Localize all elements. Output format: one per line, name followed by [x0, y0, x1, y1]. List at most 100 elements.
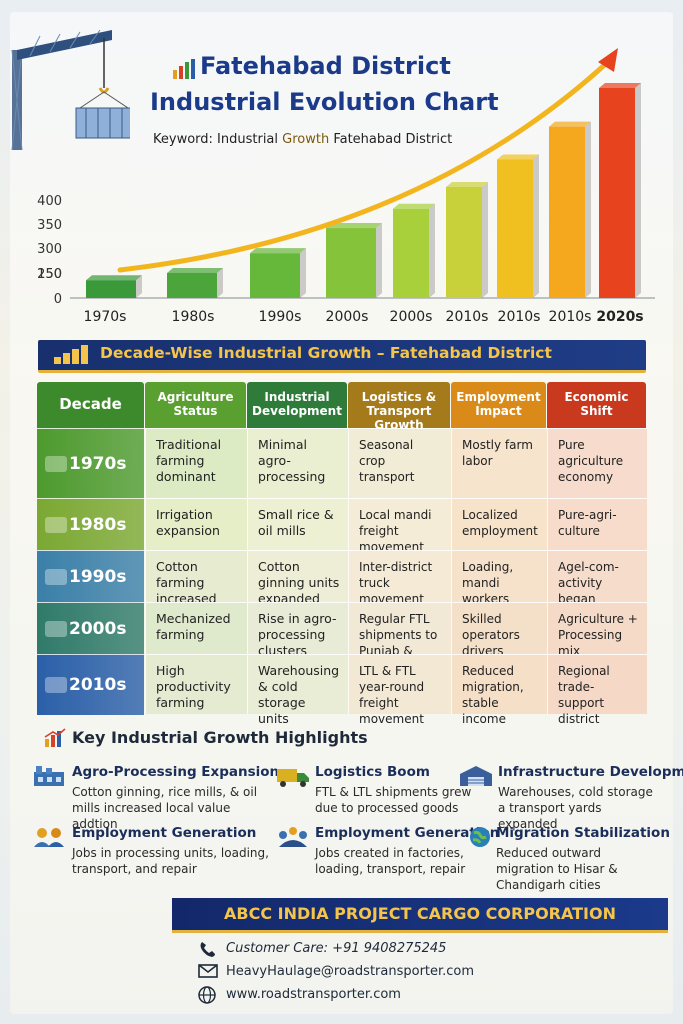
bar-top	[549, 121, 591, 127]
x-tick-label: 2000s	[326, 309, 369, 325]
decade-table: Decade Agriculture Status Industrial Devel…	[37, 382, 647, 726]
trend-arrow	[117, 57, 613, 273]
y-tick-label: 250	[37, 267, 62, 282]
decade-icon	[45, 621, 67, 637]
bar-side	[533, 154, 539, 298]
page-title-line1: Fatehabad District	[200, 52, 451, 80]
truck-icon	[277, 769, 309, 787]
decade-label: 1990s	[69, 567, 127, 587]
table-header-label: Logistics & Transport Growth	[361, 390, 437, 432]
decade-icon	[45, 517, 67, 533]
customer-care-text: Customer Care: +91 9408275245	[226, 941, 447, 956]
table-cell: Regional trade-support district	[547, 654, 647, 726]
bar-chart-icon	[173, 59, 195, 79]
bar-side	[429, 203, 435, 298]
bar	[446, 187, 482, 298]
team-icon	[279, 827, 307, 847]
decade-label: 2010s	[69, 675, 127, 695]
bar-2000s	[393, 203, 435, 298]
bar-top	[599, 83, 641, 88]
decade-cell: 2010s	[37, 654, 144, 715]
crane-icon	[11, 30, 130, 150]
highlight-desc: Cotton ginning, rice mills, & oil mills …	[72, 785, 258, 831]
bar-top	[326, 223, 382, 229]
highlight-desc: Reduced outward migration to Hisar & Cha…	[496, 846, 618, 892]
bar-side	[585, 121, 591, 298]
highlight-title: Infrastructure Development	[498, 764, 683, 780]
table-cell: Cotton ginning units expanded	[247, 550, 348, 606]
table-cell: Agel-com-activity began	[547, 550, 647, 606]
y-tick-label: 350	[37, 218, 62, 233]
table-cell: Inter-district truck movement	[348, 550, 451, 606]
highlight-title: Employment Generation	[72, 825, 257, 841]
table-header-cell: Employment Impact	[451, 382, 546, 428]
bar	[326, 228, 376, 298]
table-cell: Localized employment	[451, 498, 547, 550]
bar	[250, 253, 300, 298]
table-header-label: Industrial Development	[252, 390, 342, 418]
table-cell: Agriculture + Processing mix	[547, 602, 647, 658]
decade-label: 1970s	[69, 454, 127, 474]
highlight-desc: Warehouses, cold storage a transport yar…	[498, 785, 653, 831]
x-tick-label: 2000s	[390, 309, 433, 325]
table-header-cell: Logistics & Transport Growth	[348, 382, 450, 432]
keyword-accent: Growth	[282, 132, 330, 147]
table-header-cell: Decade	[37, 382, 144, 428]
page-title-line2: Industrial Evolution Chart	[150, 88, 499, 116]
globe-icon	[198, 986, 216, 1004]
x-tick-label: 2010s	[549, 309, 592, 325]
table-header-label: Employment Impact	[456, 390, 541, 418]
table-cell: Small rice & oil mills	[247, 498, 348, 550]
bar-top	[446, 182, 488, 187]
footer-band: ABCC INDIA PROJECT CARGO CORPORATION	[172, 898, 668, 933]
table-cell: Pure-agri-culture	[547, 498, 647, 550]
y-tick-label: 0	[54, 292, 62, 307]
factory-icon	[34, 766, 64, 786]
bar-2000s	[326, 223, 382, 298]
decade-cell: 1980s	[37, 498, 144, 551]
table-cell: High productivity farming	[145, 654, 247, 714]
bar	[167, 272, 217, 298]
table-cell: Irrigation expansion	[145, 498, 247, 550]
x-tick-label: 2010s	[498, 309, 541, 325]
y-tick-label: 300	[37, 242, 62, 257]
table-cell: Cotton farming increased	[145, 550, 247, 606]
table-cell: Regular FTL shipments to Punjab & Delhi	[348, 602, 451, 674]
bar-side	[482, 182, 488, 298]
bar-top	[167, 267, 223, 273]
highlight-desc: Jobs created in factories, loading, tran…	[315, 846, 466, 876]
bar-side	[635, 83, 641, 298]
highlight-title: Employment Generation	[315, 825, 500, 841]
table-cell: Pure agriculture economy	[547, 428, 647, 498]
highlight-desc: Jobs in processing units, loading, trans…	[72, 846, 269, 876]
table-cell: Reduced migration, stable income	[451, 654, 547, 726]
decade-label: 2000s	[69, 619, 127, 639]
growth-bars-icon	[54, 345, 88, 364]
bar-1970s	[86, 275, 142, 298]
table-header-label: Decade	[59, 395, 122, 413]
bar-2010s	[446, 182, 488, 298]
section-header: Decade-Wise Industrial Growth – Fatehaba…	[38, 340, 646, 373]
bar-1980s	[167, 267, 223, 298]
trend-arrow-head	[598, 48, 618, 72]
decade-icon	[45, 456, 67, 472]
warehouse-icon	[460, 766, 492, 786]
website-text: www.roadstransporter.com	[226, 987, 401, 1002]
table-header-cell: Economic Shift	[547, 382, 646, 428]
x-tick-label: 1990s	[259, 309, 302, 325]
bar-side	[376, 223, 382, 298]
bar	[86, 280, 136, 298]
x-tick-label: 1980s	[172, 309, 215, 325]
keyword-line: Keyword: Industrial Growth Fatehabad Dis…	[153, 132, 452, 147]
decade-cell: 2000s	[37, 602, 144, 655]
bar-top	[497, 154, 539, 160]
table-cell: LTL & FTL year-round freight movement	[348, 654, 451, 726]
bar-side	[136, 275, 142, 298]
bar-side	[300, 248, 306, 298]
globe-icon	[470, 827, 490, 847]
bar	[497, 159, 533, 298]
keyword-prefix: Keyword: Industrial	[153, 132, 283, 147]
section-title: Decade-Wise Industrial Growth – Fatehaba…	[100, 344, 552, 362]
bar-side	[217, 267, 223, 298]
